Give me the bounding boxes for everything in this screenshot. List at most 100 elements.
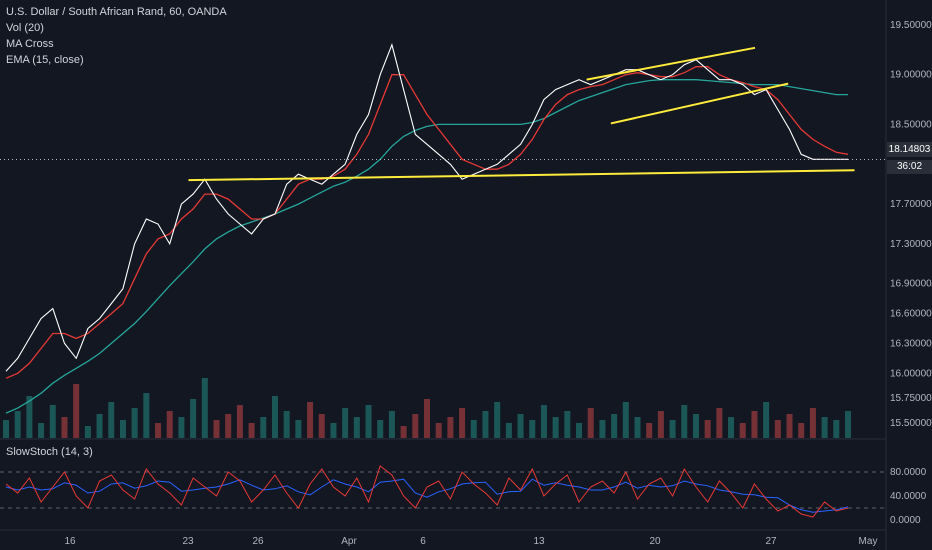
stoch-tick-label: 40.0000	[890, 491, 927, 502]
time-tick-label: May	[859, 536, 878, 547]
volume-bar	[833, 420, 840, 438]
volume-bar	[646, 423, 653, 438]
volume-bar	[271, 396, 278, 438]
volume-bar	[494, 402, 501, 438]
volume-bar	[447, 417, 454, 438]
volume-bar	[704, 420, 711, 438]
volume-bar	[751, 411, 758, 438]
volume-bar	[73, 384, 80, 438]
volume-bar	[225, 414, 232, 438]
volume-bar	[353, 417, 360, 438]
volume-bar	[307, 402, 314, 438]
price-tick-label: 19.50000	[890, 20, 932, 31]
volume-bar	[236, 405, 243, 438]
volume-bar	[739, 423, 746, 438]
price-tick-label: 17.70000	[890, 199, 932, 210]
volume-bar	[786, 414, 793, 438]
volume-bar	[459, 408, 466, 438]
volume-bar	[49, 405, 56, 438]
volume-bar	[529, 420, 536, 438]
volume-bar	[213, 420, 220, 438]
volume-bar	[692, 414, 699, 438]
volume-bar	[96, 414, 103, 438]
time-tick-label: 16	[64, 536, 76, 547]
volume-bar	[14, 411, 21, 438]
volume-legend[interactable]: Vol (20)	[6, 22, 44, 34]
volume-bar	[845, 411, 851, 438]
volume-bar	[400, 426, 407, 438]
price-tick-label: 15.50000	[890, 418, 932, 429]
time-tick-label: 6	[420, 536, 426, 547]
stoch-k-line	[5, 465, 849, 518]
price-tick-label: 15.75000	[890, 393, 932, 404]
volume-bar	[728, 417, 735, 438]
volume-bar	[201, 378, 208, 438]
volume-bar	[108, 402, 115, 438]
volume-bar	[342, 408, 349, 438]
price-tick-label: 16.00000	[890, 368, 932, 379]
volume-bar	[657, 411, 664, 438]
ema-legend[interactable]: EMA (15, close)	[6, 54, 84, 66]
volume-bar	[131, 408, 138, 438]
chart-title: U.S. Dollar / South African Rand, 60, OA…	[6, 6, 227, 18]
stoch-d-line	[5, 478, 849, 513]
volume-bar	[295, 420, 302, 438]
volume-bar	[84, 426, 91, 438]
volume-bar	[26, 396, 33, 438]
volume-bar	[248, 423, 255, 438]
ma-cross-line	[5, 79, 848, 414]
volume-bar	[821, 417, 828, 438]
volume-bar	[716, 408, 723, 438]
volume-bar	[564, 411, 571, 438]
volume-bar	[774, 420, 781, 438]
volume-bar	[318, 414, 325, 438]
stoch-tick-label: 0.0000	[890, 515, 921, 526]
volume-bar	[283, 411, 290, 438]
ema-line	[5, 66, 849, 379]
volume-bar	[377, 420, 384, 438]
price-tick-label: 16.60000	[890, 309, 932, 320]
volume-bar	[143, 393, 150, 438]
volume-bar	[38, 423, 45, 438]
volume-bar	[517, 414, 524, 438]
price-tick-label: 16.30000	[890, 338, 932, 349]
volume-bar	[365, 405, 372, 438]
volume-bar	[622, 402, 629, 438]
volume-bar	[611, 414, 618, 438]
volume-bar	[798, 423, 805, 438]
volume-bar	[155, 423, 162, 438]
current-price-badge: 18.14803	[887, 142, 932, 157]
price-tick-label: 18.50000	[890, 119, 932, 130]
volume-bar	[435, 423, 442, 438]
stoch-tick-label: 80.0000	[890, 467, 927, 478]
time-tick-label: 26	[252, 536, 264, 547]
volume-bar	[587, 408, 594, 438]
time-tick-label: 13	[533, 536, 545, 547]
volume-bar	[412, 414, 419, 438]
price-tick-label: 19.00000	[890, 70, 932, 81]
stoch-legend[interactable]: SlowStoch (14, 3)	[6, 446, 93, 458]
volume-bar	[178, 417, 185, 438]
trendline-channel-top	[586, 46, 756, 81]
volume-bar	[119, 420, 126, 438]
price-line	[5, 43, 848, 372]
volume-bar	[330, 423, 337, 438]
volume-bar	[763, 402, 770, 438]
volume-bar	[540, 405, 547, 438]
ma-cross-legend[interactable]: MA Cross	[6, 38, 54, 50]
volume-bar	[388, 411, 395, 438]
time-tick-label: 23	[182, 536, 194, 547]
volume-bar	[681, 405, 688, 438]
volume-bar	[424, 399, 430, 438]
volume-bar	[61, 417, 68, 438]
trendline-channel-bottom	[610, 82, 789, 125]
volume-bar	[576, 423, 583, 438]
volume-bar	[599, 420, 606, 438]
volume-bar	[190, 399, 197, 438]
volume-bar	[470, 420, 477, 438]
volume-bar	[482, 411, 489, 438]
trendline-support	[188, 169, 855, 182]
volume-bar	[260, 417, 267, 438]
volume-bar	[3, 420, 9, 438]
